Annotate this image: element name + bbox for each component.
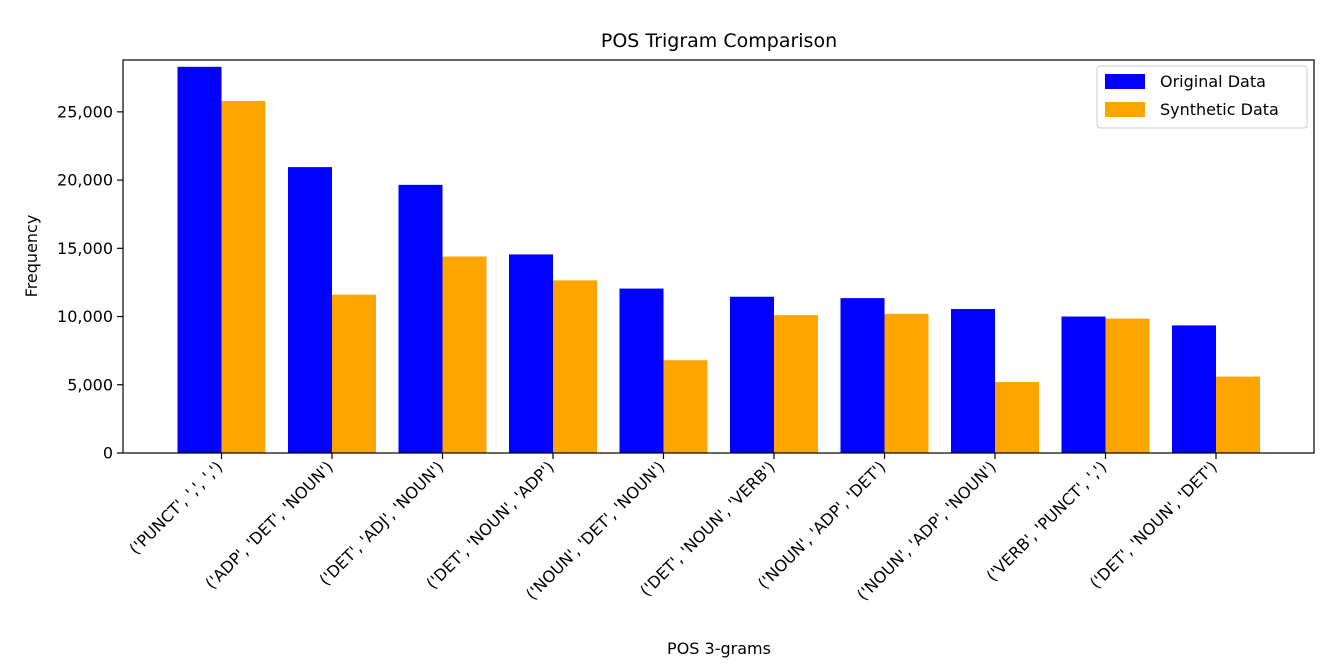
x-axis-title: POS 3-grams xyxy=(667,639,771,658)
bar-synthetic-1 xyxy=(332,294,376,453)
bar-synthetic-4 xyxy=(663,360,708,453)
x-tick-label: ('NOUN', 'ADP', 'DET') xyxy=(754,457,889,592)
bar-synthetic-8 xyxy=(1105,318,1150,453)
y-tick-label: 15,000 xyxy=(57,239,113,258)
chart-title: POS Trigram Comparison xyxy=(601,30,837,52)
bar-original-6 xyxy=(840,298,885,453)
bar-synthetic-9 xyxy=(1216,376,1260,453)
bar-original-0 xyxy=(177,66,222,454)
bar-original-9 xyxy=(1172,325,1216,453)
bar-original-2 xyxy=(398,184,443,453)
x-tick-label: ('DET', 'NOUN', 'DET') xyxy=(1086,457,1221,592)
legend-label-synthetic: Synthetic Data xyxy=(1160,100,1279,119)
bar-original-1 xyxy=(288,167,332,453)
y-tick-label: 10,000 xyxy=(57,307,113,326)
plot-frame xyxy=(122,59,1315,454)
bar-synthetic-3 xyxy=(553,280,597,453)
x-tick-label: ('PUNCT', ',', ',') xyxy=(125,457,226,558)
bar-original-7 xyxy=(951,309,995,453)
y-axis-title: Frequency xyxy=(22,215,41,298)
bar-original-4 xyxy=(619,288,664,453)
bar-synthetic-0 xyxy=(221,100,266,453)
legend-label-original: Original Data xyxy=(1160,72,1266,91)
legend-frame xyxy=(1096,65,1308,129)
bar-original-8 xyxy=(1061,316,1106,453)
legend: Original Data Synthetic Data xyxy=(1096,65,1308,129)
x-tick-label: ('DET', 'ADJ', 'NOUN') xyxy=(315,457,447,589)
x-tick-label: ('ADP', 'DET', 'NOUN') xyxy=(201,457,336,592)
legend-swatch-original xyxy=(1105,74,1145,89)
bar-synthetic-2 xyxy=(442,256,487,453)
bar-synthetic-5 xyxy=(774,315,818,453)
y-tick-label: 0 xyxy=(103,444,113,463)
bar-original-5 xyxy=(730,296,774,453)
x-tick-label: ('DET', 'NOUN', 'ADP') xyxy=(422,457,557,592)
legend-swatch-synthetic xyxy=(1105,102,1145,117)
y-tick-label: 5,000 xyxy=(67,375,113,394)
bar-original-3 xyxy=(509,254,553,453)
y-tick-label: 25,000 xyxy=(57,102,113,121)
y-tick-label: 20,000 xyxy=(57,171,113,190)
plot-area: 0 5,000 10,000 15,000 20,000 25,000 ('PUNCT', … xyxy=(57,66,1260,604)
x-tick-label: ('VERB', 'PUNCT', ',') xyxy=(983,457,1111,585)
bar-synthetic-6 xyxy=(884,313,929,453)
bar-synthetic-7 xyxy=(995,382,1039,453)
